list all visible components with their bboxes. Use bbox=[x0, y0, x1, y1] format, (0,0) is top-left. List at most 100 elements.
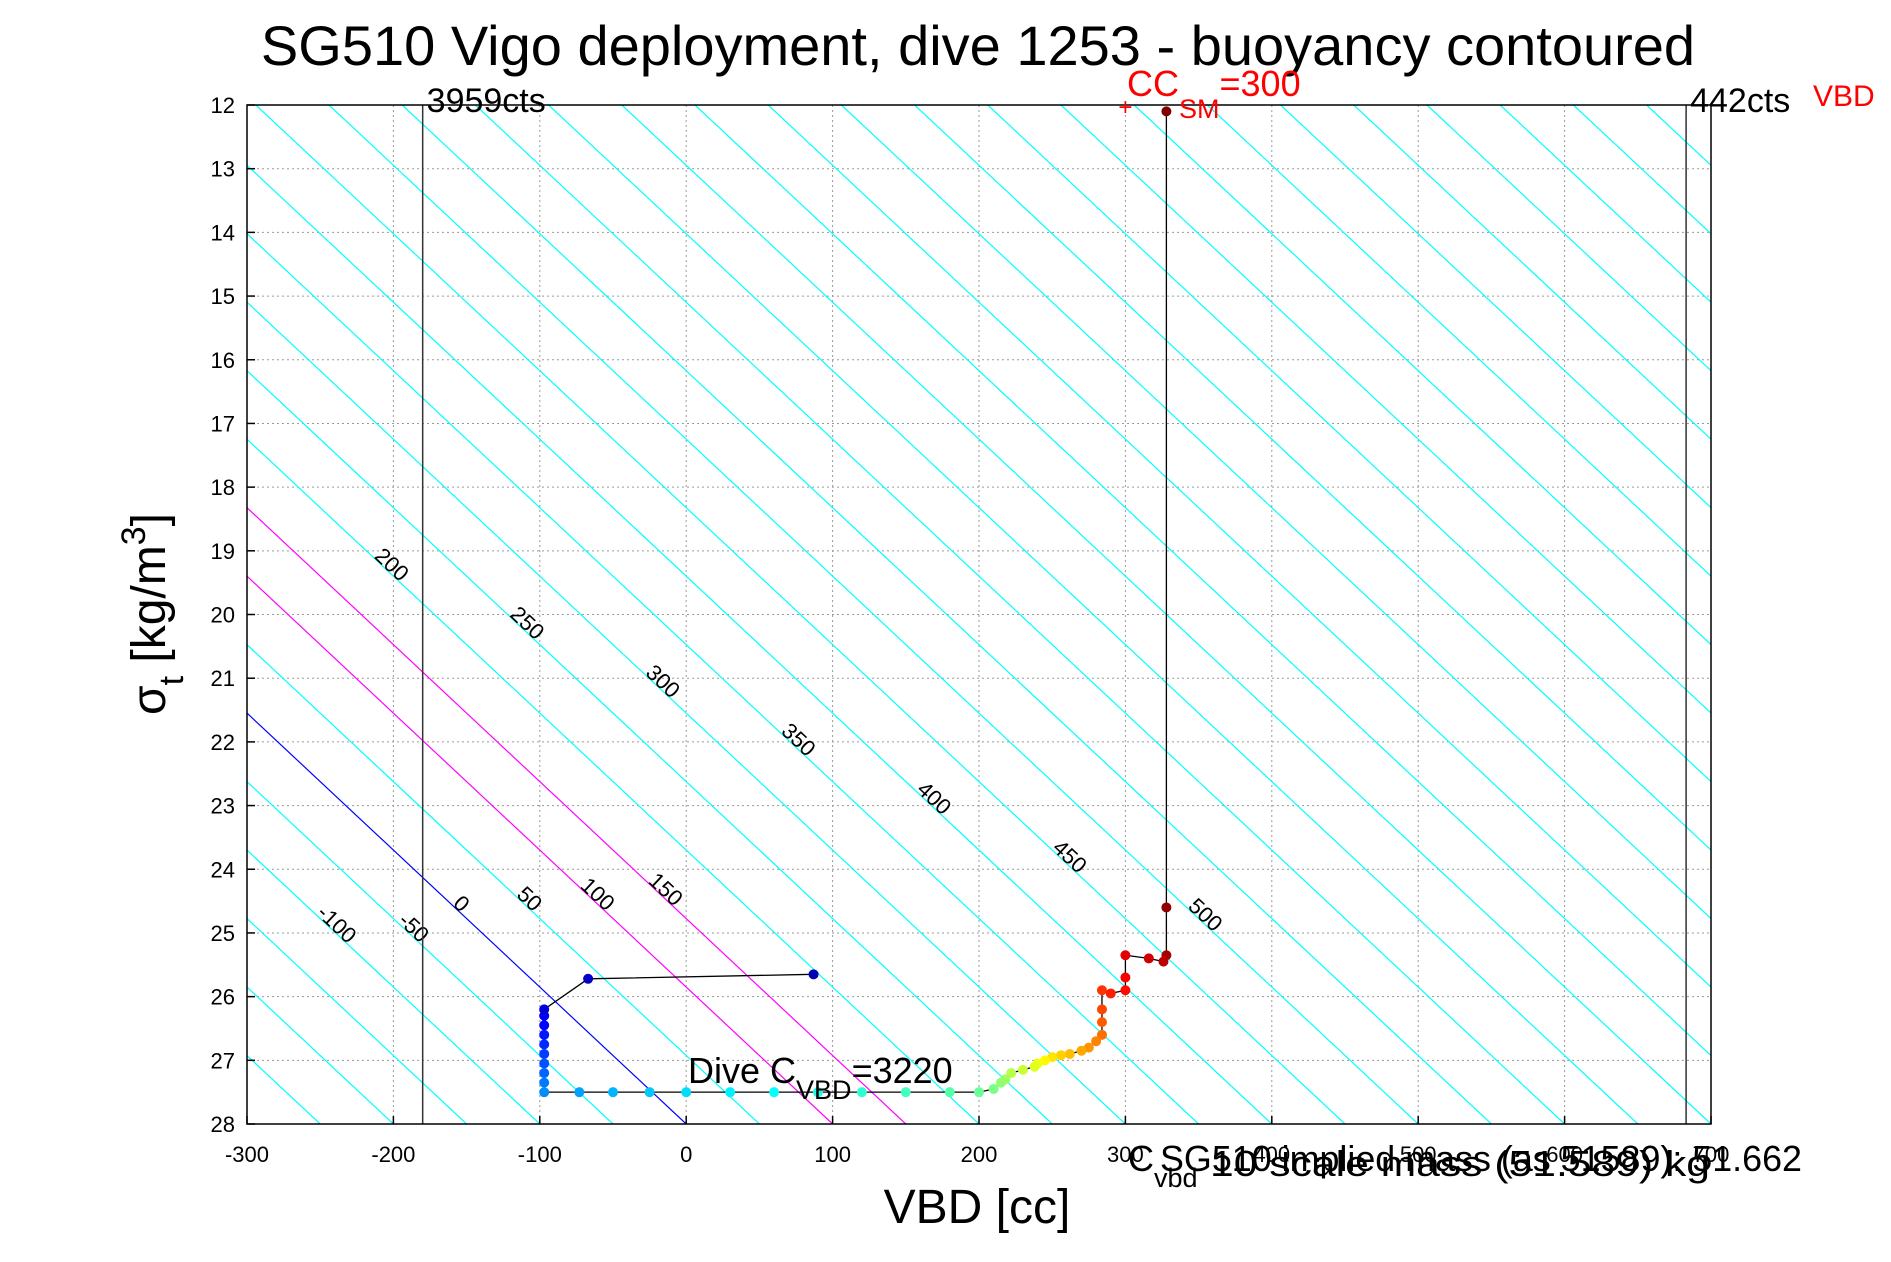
contour-label: 400 bbox=[912, 776, 956, 819]
dive-point bbox=[1158, 956, 1169, 967]
y-axis-label: σt [kg/m3] bbox=[115, 513, 191, 715]
contour-label: 300 bbox=[641, 660, 685, 703]
cc-sm-marker: + bbox=[1118, 94, 1132, 121]
y-tick-label: 14 bbox=[211, 220, 235, 245]
dive-c-value: =3220 bbox=[852, 1050, 953, 1091]
x-tick-label: -200 bbox=[371, 1142, 415, 1167]
contour-line bbox=[247, 917, 468, 1124]
svg-text:CCSM=300: CCSM=300 bbox=[1127, 63, 1301, 124]
dive-point bbox=[1006, 1068, 1017, 1079]
dive-point bbox=[944, 1087, 955, 1098]
contour-line bbox=[247, 986, 394, 1124]
dive-point bbox=[583, 973, 594, 984]
contour-line bbox=[247, 369, 1053, 1124]
y-label-sub: t bbox=[153, 675, 191, 685]
contour-line bbox=[548, 105, 1639, 1124]
dive-point bbox=[988, 1083, 999, 1094]
y-tick-label: 16 bbox=[211, 348, 235, 373]
contour-line bbox=[247, 575, 834, 1124]
buoyancy-contours bbox=[0, 105, 1891, 1124]
dive-point bbox=[539, 1068, 550, 1079]
contour-line bbox=[255, 105, 1346, 1124]
contour-line bbox=[247, 849, 541, 1124]
x-tick-label: 700 bbox=[1693, 1142, 1730, 1167]
contour-label: 450 bbox=[1048, 835, 1092, 878]
contour-line bbox=[1133, 105, 1711, 646]
dive-c-annotation: Dive CVBD=3220 bbox=[688, 1050, 953, 1105]
y-label-unit: [kg/m bbox=[123, 545, 176, 676]
y-label-unit-close: ] bbox=[123, 513, 176, 526]
dive-path-line bbox=[543, 111, 1168, 1093]
cc-sm-value: =300 bbox=[1220, 63, 1301, 104]
contour-line bbox=[247, 506, 907, 1124]
x-tick-label: 600 bbox=[1546, 1142, 1583, 1167]
contour-label: 0 bbox=[449, 890, 475, 917]
contour-labels: -100 -50 0 50 100 150 200 250 300 350 400 450 500 bbox=[312, 543, 1227, 948]
contour-line bbox=[1426, 105, 1711, 372]
dive-point bbox=[1143, 953, 1154, 964]
contour-line bbox=[987, 105, 1711, 783]
chart-title: SG510 Vigo deployment, dive 1253 - buoya… bbox=[261, 14, 1695, 77]
contour-line bbox=[247, 438, 980, 1124]
dive-point bbox=[974, 1087, 984, 1098]
dive-point bbox=[1096, 1017, 1107, 1028]
dive-point bbox=[900, 1087, 911, 1098]
contour-line bbox=[247, 712, 687, 1124]
contour-line bbox=[401, 105, 1492, 1124]
y-tick-label: 25 bbox=[211, 921, 235, 946]
cc-sm-annotation: + CCSM=300 bbox=[1118, 63, 1300, 124]
dive-point bbox=[539, 1087, 550, 1098]
contour-line bbox=[247, 643, 760, 1124]
dive-point bbox=[856, 1087, 867, 1098]
x-axis-label: VBD [cc] bbox=[884, 1181, 1071, 1234]
dive-point bbox=[812, 1087, 823, 1098]
dive-point bbox=[644, 1087, 655, 1098]
y-tick-label: 27 bbox=[211, 1048, 235, 1073]
dive-point bbox=[539, 1077, 550, 1088]
dive-point bbox=[769, 1087, 780, 1098]
contour-label: 500 bbox=[1184, 893, 1228, 936]
y-label-symbol: σ bbox=[123, 685, 176, 715]
count-label: 3959cts bbox=[427, 82, 546, 120]
cc-sm-prefix: CC bbox=[1127, 63, 1179, 104]
count-label: 442cts bbox=[1690, 82, 1790, 120]
cvbd-prefix: C bbox=[1128, 1138, 1154, 1179]
dive-point bbox=[608, 1087, 618, 1098]
contour-label: 100 bbox=[576, 872, 620, 915]
y-label-unit-sup: 3 bbox=[115, 526, 153, 545]
dive-point bbox=[1096, 1029, 1107, 1040]
contour-line bbox=[840, 105, 1711, 920]
dive-point bbox=[539, 1004, 550, 1015]
dive-point bbox=[539, 1048, 550, 1059]
dive-point bbox=[539, 1058, 550, 1069]
x-tick-label: 200 bbox=[961, 1142, 998, 1167]
x-tick-label: 500 bbox=[1400, 1142, 1437, 1167]
contour-line bbox=[474, 105, 1566, 1124]
contour-line bbox=[0, 105, 27, 1124]
contour-line bbox=[1353, 105, 1711, 441]
contour-line bbox=[1206, 105, 1711, 577]
contour-label: 200 bbox=[370, 543, 414, 586]
dive-c-prefix: Dive C bbox=[688, 1050, 796, 1091]
dive-point bbox=[995, 1077, 1006, 1088]
bottom-overlap-annotations: Cvbd SG510 implied mass (as 51589): 51.6… bbox=[1128, 1138, 1802, 1193]
y-tick-label: 22 bbox=[211, 730, 235, 755]
vbd-marker-label: VBD bbox=[1813, 80, 1875, 113]
contour-label: -50 bbox=[394, 907, 434, 947]
contour-line bbox=[0, 105, 101, 1124]
contour-line bbox=[1499, 105, 1711, 304]
dive-point bbox=[1120, 950, 1131, 961]
contour-line bbox=[1280, 105, 1711, 509]
dive-point bbox=[681, 1087, 692, 1098]
contour-line bbox=[1793, 105, 1891, 1124]
contour-line bbox=[1720, 105, 1891, 1124]
dive-point bbox=[1017, 1064, 1028, 1075]
dive-point bbox=[808, 969, 819, 980]
dive-points bbox=[539, 106, 1172, 1098]
dive-point bbox=[539, 1029, 550, 1040]
x-tick-label: -100 bbox=[518, 1142, 562, 1167]
count-lines: 3959cts 442cts bbox=[421, 82, 1790, 1124]
implied-mass-text: SG510 implied mass (as 51589): 51.662 bbox=[1160, 1138, 1802, 1179]
contour-line bbox=[247, 301, 1126, 1124]
